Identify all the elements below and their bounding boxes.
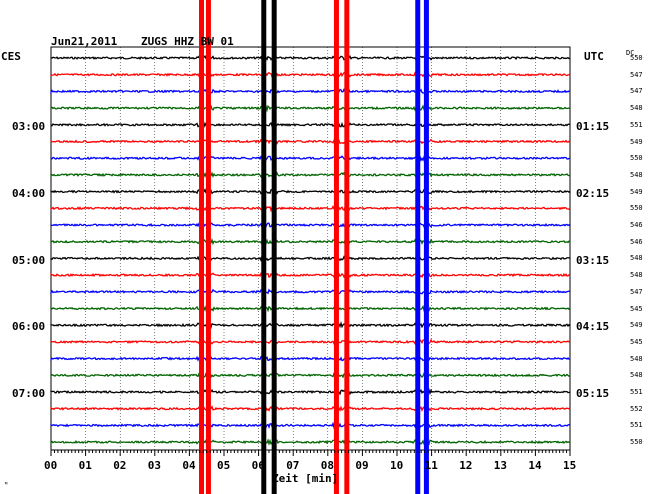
dc-value-label: 549	[630, 321, 643, 330]
dc-value-label: 550	[630, 438, 643, 447]
seismic-trace	[50, 370, 571, 379]
dc-value-label: 548	[630, 104, 643, 113]
seismic-trace	[50, 71, 571, 79]
dc-value-label: 550	[630, 204, 643, 213]
dc-value-label: 551	[630, 388, 643, 396]
x-tick-label: 08	[320, 459, 335, 472]
dc-value-label: 550	[630, 54, 643, 62]
right-time-label: 04:15	[576, 320, 610, 334]
date-label: Jun21,2011	[51, 35, 118, 48]
dc-value-label: 548	[630, 170, 643, 179]
right-timezone-label: UTC	[584, 50, 604, 63]
x-tick-label: 12	[459, 459, 473, 472]
seismic-trace	[50, 304, 571, 313]
dc-value-label: 547	[630, 87, 643, 96]
dc-value-label: 552	[630, 404, 643, 413]
seismic-trace	[50, 405, 571, 414]
x-tick-label: 02	[113, 459, 127, 472]
x-tick-label: 05	[217, 459, 231, 472]
dc-value-label: 546	[630, 221, 643, 229]
seismic-trace	[50, 154, 571, 162]
dc-value-label: 548	[630, 271, 643, 280]
seismic-trace	[50, 354, 571, 363]
seismic-trace	[50, 54, 571, 62]
dc-value-label: 545	[630, 337, 643, 346]
seismic-trace	[50, 138, 571, 145]
dc-header-label: DC	[626, 49, 635, 57]
x-tick-label: 06	[251, 459, 265, 472]
right-time-label: 05:15	[576, 387, 610, 401]
left-time-label: 07:00	[12, 387, 46, 401]
dc-value-label: 547	[630, 70, 643, 79]
seismic-trace	[50, 237, 571, 246]
x-tick-label: 11	[424, 459, 438, 472]
seismic-trace	[50, 320, 571, 330]
seismic-trace	[50, 121, 571, 129]
right-time-label: 02:15	[576, 186, 610, 200]
x-tick-label: 04	[182, 459, 196, 472]
dc-value-label: 548	[630, 371, 643, 380]
seismic-trace	[50, 104, 571, 113]
seismic-trace	[50, 438, 571, 446]
dc-value-label: 550	[630, 154, 643, 163]
left-time-label: 06:00	[12, 320, 46, 334]
x-tick-label: 00	[44, 459, 58, 472]
left-timezone-label: CES	[1, 50, 21, 63]
dc-value-label: 551	[630, 120, 643, 129]
x-tick-label: 09	[355, 459, 369, 472]
dc-value-label: 549	[630, 137, 643, 146]
station-label: ZUGS HHZ BW 01	[141, 35, 234, 48]
left-time-label: 04:00	[12, 186, 46, 200]
seismic-trace	[50, 204, 571, 213]
seismic-trace	[50, 254, 571, 263]
dc-value-label: 551	[630, 421, 643, 430]
dc-value-label: 548	[630, 354, 643, 363]
seismic-trace	[50, 287, 571, 296]
x-tick-label: 10	[390, 459, 404, 472]
seismic-trace	[50, 222, 571, 229]
right-time-label: 03:15	[576, 253, 610, 267]
dc-value-label: 545	[630, 304, 643, 313]
right-time-label: 01:15	[576, 120, 610, 133]
x-tick-label: 13	[493, 459, 508, 472]
footer-mark: ᴹ	[4, 481, 9, 489]
left-time-label: 05:00	[12, 253, 46, 267]
dc-value-label: 546	[630, 237, 643, 246]
dc-value-label: 548	[630, 254, 643, 263]
x-tick-label: 01	[78, 459, 92, 472]
seismic-trace	[50, 338, 571, 346]
seismic-trace	[50, 271, 571, 280]
x-tick-label: 03	[147, 459, 162, 472]
dc-value-label: 547	[630, 287, 643, 296]
x-tick-label: 14	[528, 459, 542, 472]
seismic-trace	[50, 188, 571, 196]
seismic-trace	[50, 171, 571, 179]
x-tick-label: 07	[286, 459, 300, 472]
x-tick-label: 15	[563, 459, 577, 472]
seismic-trace	[50, 387, 571, 397]
seismic-trace	[50, 421, 571, 430]
left-time-label: 03:00	[12, 120, 46, 133]
dc-value-label: 549	[630, 187, 643, 196]
seismic-trace	[50, 87, 571, 95]
x-axis-title: Zeit [min]	[272, 472, 339, 485]
